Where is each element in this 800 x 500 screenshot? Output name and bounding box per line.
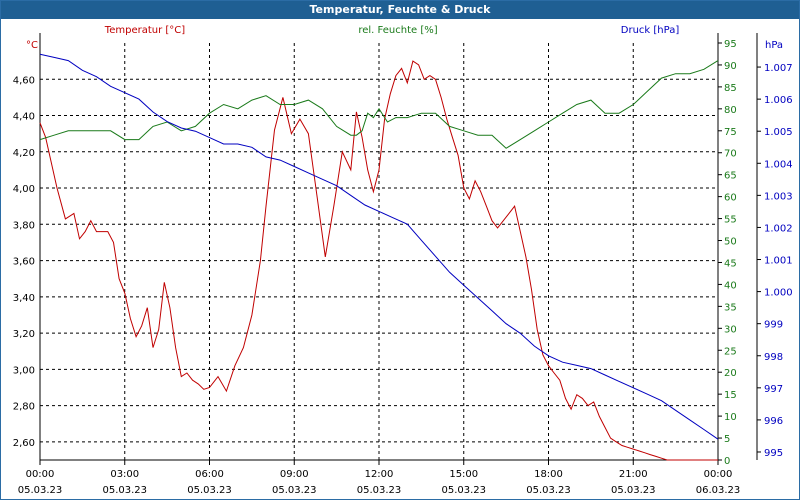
y-right1-tick-label: 45 xyxy=(724,258,737,269)
y-right2-tick-label: 996 xyxy=(764,416,783,427)
series-pressure-line xyxy=(39,53,719,440)
x-tick-date-label: 06.03.23 xyxy=(696,485,741,496)
legend-temperature: Temperatur [°C] xyxy=(104,25,185,36)
y-right1-tick-label: 60 xyxy=(724,193,737,204)
legend-humidity: rel. Feuchte [%] xyxy=(358,25,437,36)
x-tick-date-label: 05.03.23 xyxy=(18,485,63,496)
y-right2-tick-label: 999 xyxy=(764,320,783,331)
x-tick-time-label: 09:00 xyxy=(280,469,309,480)
x-tick-time-label: 15:00 xyxy=(449,469,478,480)
y-right1-tick-label: 30 xyxy=(724,324,737,335)
y-right1-tick-label: 40 xyxy=(724,280,737,291)
x-tick-date-label: 05.03.23 xyxy=(272,485,317,496)
grid xyxy=(40,43,718,460)
y-right1-tick-label: 25 xyxy=(724,346,737,357)
y-right2-tick-label: 998 xyxy=(764,352,783,363)
y-right1-tick-label: 35 xyxy=(724,302,737,313)
x-tick-time-label: 12:00 xyxy=(365,469,394,480)
y-right1-tick-label: 95 xyxy=(724,39,737,50)
y-right2-tick-label: 1.001 xyxy=(764,256,793,267)
axes xyxy=(39,33,761,465)
x-tick-time-label: 18:00 xyxy=(534,469,563,480)
y-right1-tick-label: 0 xyxy=(724,456,730,467)
x-tick-time-label: 06:00 xyxy=(195,469,224,480)
x-tick-date-label: 05.03.23 xyxy=(526,485,571,496)
y-left-tick-label: 3,20 xyxy=(13,329,35,340)
y-right2-tick-label: 1.003 xyxy=(764,191,793,202)
x-tick-time-label: 00:00 xyxy=(26,469,55,480)
y-left-tick-label: 4,00 xyxy=(13,184,35,195)
y-left-tick-label: 4,20 xyxy=(13,148,35,159)
y-left-tick-label: 3,80 xyxy=(13,220,35,231)
x-tick-date-label: 05.03.23 xyxy=(611,485,656,496)
y-right1-tick-label: 5 xyxy=(724,434,730,445)
y-right1-tick-label: 50 xyxy=(724,237,737,248)
y-left-tick-label: 4,60 xyxy=(13,75,35,86)
y-right1-tick-label: 75 xyxy=(724,127,737,138)
x-tick-date-label: 05.03.23 xyxy=(187,485,232,496)
x-tick-time-label: 00:00 xyxy=(704,469,733,480)
y-left-tick-label: 3,40 xyxy=(13,293,35,304)
y-right1-tick-label: 10 xyxy=(724,412,737,423)
y-right2-tick-label: 1.000 xyxy=(764,288,793,299)
y-left-tick-label: 3,60 xyxy=(13,257,35,268)
y-right2-tick-label: 1.005 xyxy=(764,127,793,138)
y-right1-tick-label: 90 xyxy=(724,61,737,72)
x-tick-time-label: 03:00 xyxy=(110,469,139,480)
y-left-tick-label: 2,60 xyxy=(13,438,35,449)
y-right2-tick-label: 1.006 xyxy=(764,95,793,106)
y-right1-tick-label: 70 xyxy=(724,149,737,160)
series-lines xyxy=(39,53,719,461)
chart-title: Temperatur, Feuchte & Druck xyxy=(309,3,491,16)
axis-labels: 2,60 2,80 3,00 3,20 3,40 3,60 3,80 4,00 4,20 4,40… xyxy=(13,25,793,496)
y-right2-tick-label: 995 xyxy=(764,448,783,459)
y-right1-tick-label: 80 xyxy=(724,105,737,116)
y-right1-tick-label: 65 xyxy=(724,171,737,182)
y-right1-tick-label: 20 xyxy=(724,368,737,379)
y-left-tick-label: 3,00 xyxy=(13,365,35,376)
series-temperature-line xyxy=(39,60,718,461)
x-tick-date-label: 05.03.23 xyxy=(357,485,402,496)
y-left-tick-label: 2,80 xyxy=(13,402,35,413)
y-left-unit-label: °C xyxy=(26,40,38,51)
x-tick-date-label: 05.03.23 xyxy=(102,485,147,496)
y-right2-tick-label: 1.002 xyxy=(764,223,793,234)
x-tick-time-label: 21:00 xyxy=(619,469,648,480)
y-right1-tick-label: 85 xyxy=(724,83,737,94)
y-right2-tick-label: 997 xyxy=(764,384,783,395)
y-right2-tick-label: 1.004 xyxy=(764,159,793,170)
y-right1-tick-label: 55 xyxy=(724,215,737,226)
x-tick-date-label: 05.03.23 xyxy=(441,485,486,496)
legend-pressure: Druck [hPa] xyxy=(621,25,680,36)
y-left-tick-label: 4,40 xyxy=(13,112,35,123)
y-right1-tick-label: 15 xyxy=(724,390,737,401)
y-right2-tick-label: 1.007 xyxy=(764,63,793,74)
chart-title-bar: Temperatur, Feuchte & Druck xyxy=(0,0,800,19)
y-right2-unit-label: hPa xyxy=(765,40,783,51)
series-humidity-line xyxy=(39,60,719,149)
